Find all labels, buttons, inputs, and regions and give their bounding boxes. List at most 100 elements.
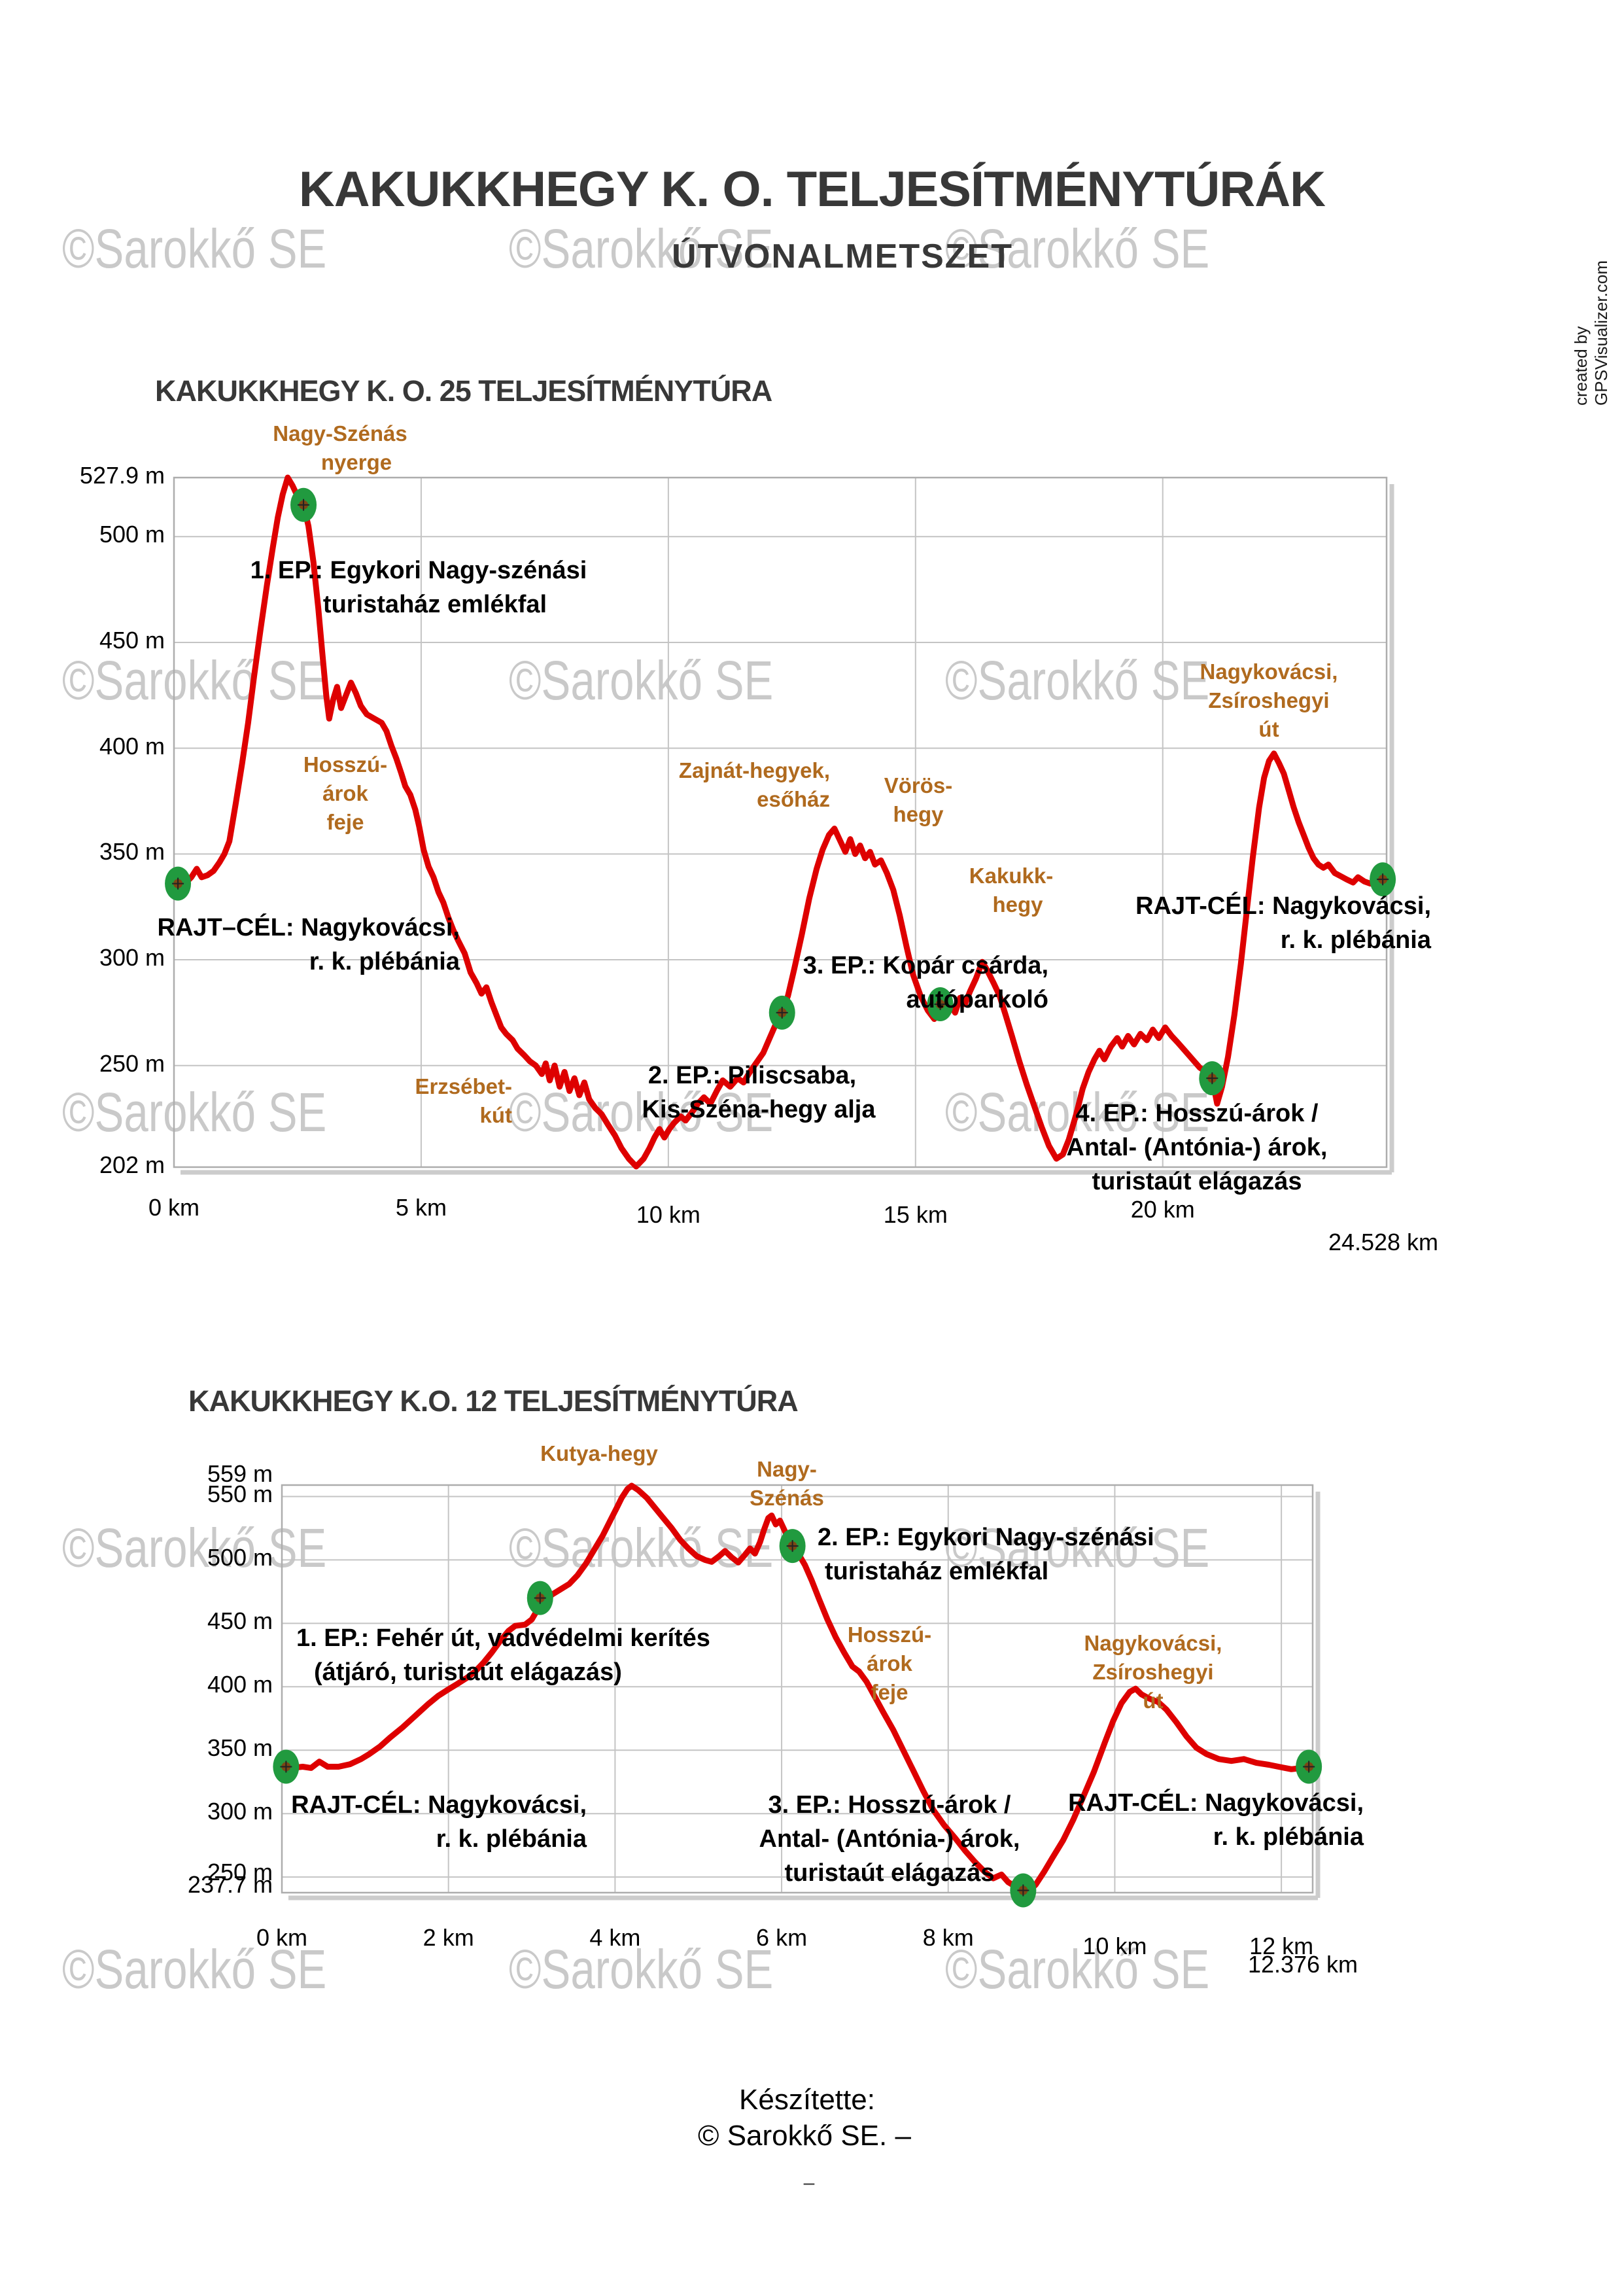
waypoint-label: Hosszú-	[303, 752, 388, 777]
checkpoint-annotation: 2. EP.: Egykori Nagy-szénási	[818, 1524, 1154, 1551]
y-axis-tick-label: 237.7 m	[187, 1871, 273, 1898]
waypoint-label: Kakukk-	[969, 864, 1054, 888]
checkpoint-annotation: 2. EP.: Piliscsaba,	[648, 1062, 857, 1089]
waypoint-label: Nagy-	[757, 1457, 817, 1481]
checkpoint-annotation: turistaház emlékfal	[825, 1558, 1049, 1585]
y-axis-tick-label: 300 m	[99, 944, 165, 972]
y-axis-tick-label: 350 m	[207, 1734, 273, 1762]
checkpoint-annotation: r. k. plébánia	[1213, 1823, 1364, 1851]
waypoint-label: Hosszú-	[847, 1622, 932, 1647]
x-axis-tick-label: 6 km	[756, 1924, 808, 1951]
x-axis-total-distance-label: 24.528 km	[1328, 1229, 1439, 1255]
gpsvisualizer-credit: created by GPSVisualizer.com	[1571, 260, 1611, 406]
x-axis-tick-label: 4 km	[589, 1924, 641, 1951]
checkpoint-annotation: 3. EP.: Kopár csárda,	[803, 952, 1048, 979]
waypoint-label: Szénás	[750, 1486, 824, 1510]
waypoint-label: Erzsébet-	[415, 1074, 512, 1098]
waypoint-label: Zajnát-hegyek,	[678, 758, 830, 782]
checkpoint-annotation: RAJT-CÉL: Nagykovácsi,	[291, 1791, 587, 1819]
watermark-text: ©Sarokkő SE	[509, 1081, 774, 1143]
checkpoint-annotation: RAJT–CÉL: Nagykovácsi,	[157, 914, 460, 941]
checkpoint-annotation: RAJT-CÉL: Nagykovácsi,	[1135, 892, 1431, 920]
checkpoint-annotation: Antal- (Antónia-) árok,	[1066, 1134, 1328, 1161]
y-axis-tick-label: 527.9 m	[79, 462, 165, 489]
y-axis-tick-label: 559 m	[207, 1460, 273, 1487]
waypoint-label: Kutya-hegy	[540, 1441, 658, 1465]
x-axis-tick-label: 15 km	[883, 1201, 948, 1228]
waypoint-label: árok	[867, 1651, 912, 1675]
waypoint-label: nyerge	[320, 450, 392, 474]
watermark-text: ©Sarokkő SE	[509, 1938, 774, 2000]
y-axis-tick-label: 550 m	[207, 1480, 273, 1508]
x-axis-tick-label: 0 km	[148, 1194, 200, 1221]
checkpoint-annotation: RAJT-CÉL: Nagykovácsi,	[1068, 1789, 1364, 1817]
checkpoint-annotation: turistaút elágazás	[784, 1859, 995, 1887]
waypoint-label: út	[1258, 717, 1279, 741]
checkpoint-annotation: 3. EP.: Hosszú-árok /	[768, 1791, 1011, 1819]
footer-creator-label: Készítette:	[739, 2084, 875, 2116]
watermark-text: ©Sarokkő SE	[945, 218, 1210, 279]
checkpoint-annotation: 1. EP.: Fehér út, vadvédelmi kerítés	[296, 1624, 710, 1652]
waypoint-label: Vörös-	[884, 773, 953, 797]
watermark-text: ©Sarokkő SE	[509, 218, 774, 279]
waypoint-label: Zsíroshegyi	[1092, 1660, 1214, 1684]
y-axis-tick-label: 300 m	[207, 1798, 273, 1825]
page-title: KAKUKKHEGY K. O. TELJESÍTMÉNYTÚRÁK	[298, 162, 1326, 217]
waypoint-label: hegy	[893, 802, 944, 826]
elevation-profile-line	[171, 474, 1390, 1170]
watermark-text: ©Sarokkő SE	[509, 1517, 774, 1579]
page-subtitle: ÚTVONALMETSZET	[672, 237, 1013, 275]
waypoint-label: esőház	[757, 787, 830, 811]
watermark-text: ©Sarokkő SE	[509, 650, 774, 711]
waypoint-label: hegy	[992, 892, 1043, 917]
x-axis-tick-label: 20 km	[1130, 1196, 1195, 1223]
footer-copyright: © Sarokkő SE. –	[698, 2120, 911, 2152]
y-axis-tick-label: 450 m	[207, 1607, 273, 1635]
waypoint-label: Nagykovácsi,	[1200, 659, 1338, 684]
checkpoint-annotation: turistaút elágazás	[1092, 1168, 1302, 1195]
y-axis-tick-label: 400 m	[207, 1671, 273, 1698]
y-axis-tick-label: 500 m	[207, 1544, 273, 1571]
footer-dash: –	[803, 2172, 815, 2194]
chart-2-title: KAKUKKHEGY K.O. 12 TELJESÍTMÉNYTÚRA	[188, 1384, 799, 1418]
waypoint-label: kút	[479, 1103, 513, 1127]
chart-1-title: KAKUKKHEGY K. O. 25 TELJESÍTMÉNYTÚRA	[155, 374, 772, 408]
x-axis-tick-label: 10 km	[1082, 1933, 1147, 1959]
checkpoint-annotation: autóparkoló	[906, 986, 1048, 1013]
y-axis-tick-label: 450 m	[99, 626, 165, 654]
checkpoint-annotation: 1. EP.: Egykori Nagy-szénási	[250, 557, 587, 584]
checkpoint-annotation: r. k. plébánia	[1280, 926, 1431, 954]
watermark-text: ©Sarokkő SE	[945, 1938, 1210, 2000]
waypoint-label: feje	[326, 810, 364, 834]
elevation-profile-line	[279, 1482, 1316, 1895]
x-axis-total-distance-label: 12.376 km	[1247, 1951, 1358, 1978]
y-axis-tick-label: 400 m	[99, 732, 165, 760]
checkpoint-annotation: turistaház emlékfal	[322, 591, 547, 618]
x-axis-tick-label: 0 km	[256, 1924, 308, 1951]
checkpoint-annotation: Kis-Széna-hegy alja	[642, 1096, 876, 1123]
checkpoint-annotation: r. k. plébánia	[436, 1825, 587, 1853]
waypoint-label: út	[1143, 1689, 1164, 1713]
waypoint-label: Nagykovácsi,	[1084, 1631, 1222, 1655]
y-axis-tick-label: 350 m	[99, 838, 165, 866]
waypoint-label: Zsíroshegyi	[1208, 688, 1330, 712]
checkpoint-annotation: (átjáró, turistaút elágazás)	[314, 1658, 622, 1686]
watermark-text: ©Sarokkő SE	[62, 650, 327, 711]
y-axis-tick-label: 250 m	[207, 1859, 273, 1886]
checkpoint-annotation: r. k. plébánia	[309, 948, 460, 975]
y-axis-tick-label: 500 m	[99, 521, 165, 548]
x-axis-tick-label: 2 km	[423, 1924, 474, 1951]
x-axis-tick-label: 12 km	[1249, 1933, 1314, 1959]
watermark-text: ©Sarokkő SE	[62, 218, 327, 279]
checkpoint-annotation: 4. EP.: Hosszú-árok /	[1075, 1100, 1319, 1127]
checkpoint-annotation: Antal- (Antónia-) árok,	[759, 1825, 1020, 1853]
waypoint-label: feje	[871, 1680, 908, 1704]
watermark-text: ©Sarokkő SE	[62, 1081, 327, 1143]
y-axis-tick-label: 250 m	[99, 1049, 165, 1077]
x-axis-tick-label: 10 km	[636, 1201, 700, 1228]
x-axis-tick-label: 8 km	[922, 1924, 974, 1951]
waypoint-label: Nagy-Szénás	[273, 421, 407, 446]
waypoint-label: árok	[322, 781, 368, 805]
